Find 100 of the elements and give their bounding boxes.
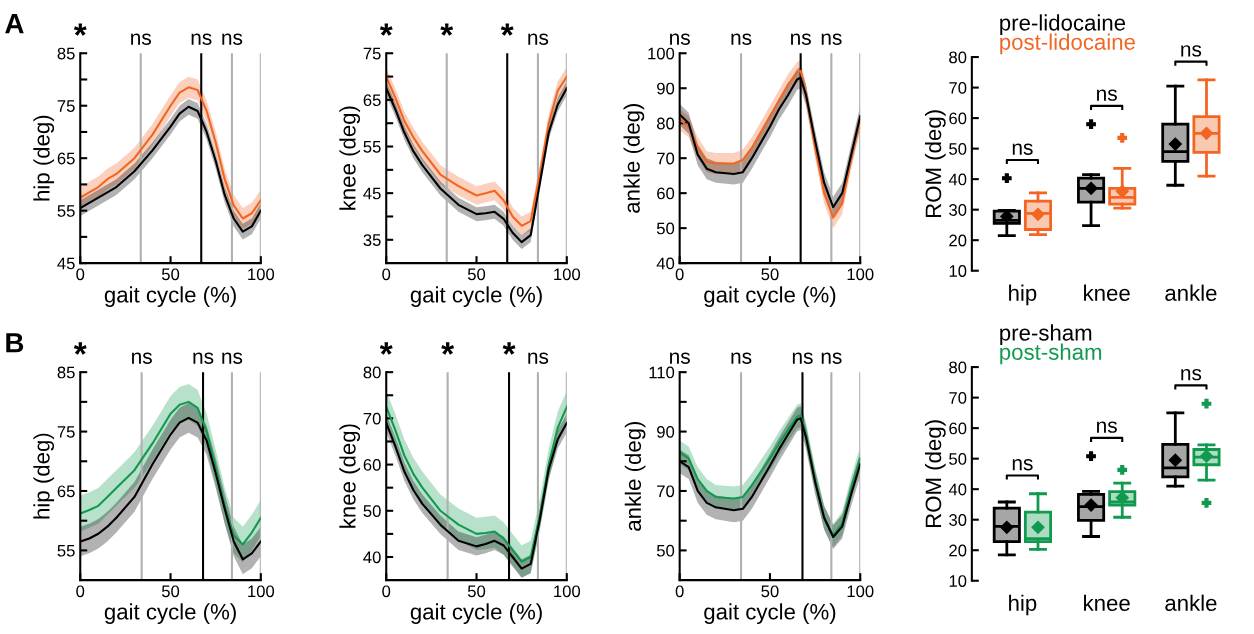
text: ns	[821, 352, 842, 364]
y-axis-title: ankle (deg)	[623, 103, 645, 213]
x-tick-label: hip	[1009, 284, 1037, 306]
y-tick-label: 50	[949, 143, 967, 155]
x-tick-label: 100	[554, 585, 581, 598]
x-tick-label: 100	[248, 585, 275, 598]
x-tick-label: knee	[1084, 284, 1130, 301]
annotation: ns	[1097, 89, 1117, 101]
text: ns	[670, 352, 690, 364]
y-tick-label: 20	[949, 234, 967, 247]
text: ns	[731, 33, 752, 45]
y-tick-label: 90	[657, 425, 675, 438]
y-tick-label: 65	[57, 152, 75, 165]
y-tick-label: 45	[57, 257, 75, 270]
y-tick-label: 10	[949, 265, 967, 277]
text: ns	[191, 33, 212, 45]
y-tick-label: 45	[363, 187, 381, 200]
y-tick-label: 75	[57, 100, 75, 112]
y-tick-label: 80	[949, 51, 967, 64]
x-tick-label: 100	[554, 268, 581, 281]
text: ns	[821, 33, 842, 45]
x-axis-title: gait cycle (%)	[704, 286, 836, 307]
text: *	[500, 23, 514, 36]
x-tick-label: 0	[382, 268, 391, 281]
text: ns	[792, 352, 813, 364]
y-tick-label: 55	[57, 205, 75, 217]
x-tick-label: 0	[675, 585, 684, 598]
y-tick-label: 10	[949, 575, 967, 587]
x-tick-label: 50	[467, 585, 486, 598]
y-tick-label: 80	[656, 117, 675, 130]
y-tick-label: 50	[656, 544, 675, 557]
y-tick-label: 55	[363, 141, 381, 153]
x-tick-label: 0	[382, 585, 391, 598]
text: *	[440, 23, 454, 36]
x-tick-label: 50	[761, 585, 779, 598]
x-tick-label: 0	[76, 585, 85, 598]
x-axis-title: gait cycle (%)	[104, 286, 236, 307]
annotation: ns	[1012, 143, 1033, 155]
y-tick-label: 60	[657, 187, 675, 200]
y-tick-label: 30	[949, 514, 967, 526]
x-tick-label: 100	[248, 268, 275, 281]
text: post-sham	[1000, 343, 1102, 365]
text: ns	[1181, 45, 1202, 57]
y-tick-label: 40	[948, 483, 967, 496]
text: ns	[193, 352, 214, 364]
text: ns	[670, 33, 690, 45]
y-tick-label: 50	[363, 505, 381, 517]
text: *	[441, 342, 455, 355]
y-tick-label: 70	[657, 152, 675, 165]
y-axis-title: ROM (deg)	[924, 110, 946, 218]
x-tick-label: 50	[761, 268, 779, 281]
x-tick-label: 50	[161, 585, 180, 598]
y-tick-label: 60	[949, 112, 967, 125]
y-tick-label: 110	[649, 366, 675, 379]
x-tick-label: hip	[1009, 594, 1037, 616]
y-axis-title: knee (deg)	[339, 424, 361, 528]
text: *	[379, 23, 393, 36]
y-axis-title: ROM (deg)	[924, 420, 946, 528]
y-tick-label: 100	[648, 47, 675, 60]
x-tick-label: 100	[847, 268, 874, 281]
y-tick-label: 40	[656, 257, 675, 270]
text: ns	[791, 33, 811, 45]
y-tick-label: 90	[657, 82, 675, 95]
y-tick-label: 50	[949, 453, 967, 465]
y-tick-label: 70	[949, 392, 967, 404]
text: ns	[131, 33, 151, 45]
y-tick-label: 40	[948, 173, 967, 186]
line-series	[80, 400, 261, 546]
x-tick-label: 0	[76, 268, 85, 281]
annotation: ns	[1097, 421, 1117, 433]
text: *	[379, 342, 393, 355]
y-tick-label: 30	[949, 204, 967, 216]
y-axis-title: hip (deg)	[33, 433, 55, 519]
x-tick-label: 100	[847, 585, 874, 598]
x-axis-title: gait cycle (%)	[410, 603, 542, 624]
x-tick-label: 50	[467, 268, 486, 281]
y-tick-label: 75	[363, 47, 381, 60]
y-tick-label: 75	[57, 426, 75, 438]
chart-title: B	[6, 333, 24, 353]
y-tick-label: 80	[949, 361, 967, 374]
text: ns	[222, 352, 243, 364]
text: pre-sham	[1000, 324, 1092, 346]
y-axis-title: knee (deg)	[339, 106, 361, 210]
text: ns	[731, 352, 752, 364]
text: ns	[222, 33, 243, 45]
x-tick-label: ankle	[1165, 594, 1217, 611]
x-axis-title: gait cycle (%)	[704, 603, 836, 624]
chart-title: A	[5, 14, 24, 34]
y-axis-title: ankle (deg)	[624, 421, 646, 531]
annotation: ns	[1181, 368, 1202, 381]
text: post-lidocaine	[1000, 33, 1135, 55]
y-tick-label: 20	[949, 544, 967, 557]
text: ns	[528, 33, 549, 45]
text: ns	[528, 352, 549, 364]
text: *	[73, 23, 87, 36]
x-tick-label: 0	[675, 268, 684, 281]
x-tick-label: knee	[1084, 594, 1130, 611]
annotation: ns	[1012, 458, 1033, 471]
y-tick-label: 85	[57, 47, 75, 60]
y-tick-label: 65	[57, 485, 75, 498]
